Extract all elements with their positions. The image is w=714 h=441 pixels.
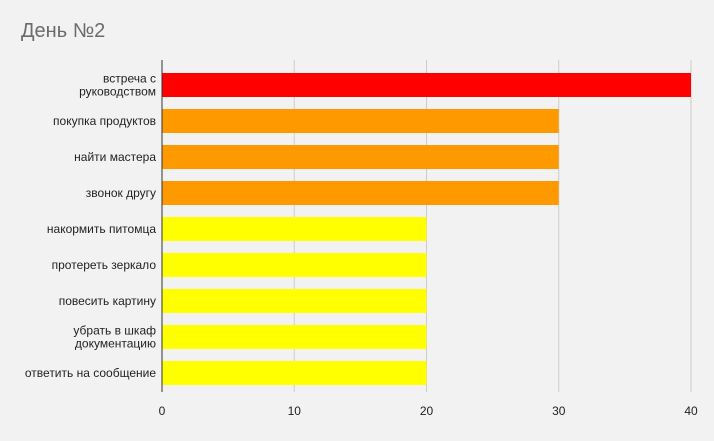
category-label-line: ответить на сообщение: [25, 366, 156, 380]
category-label: убрать в шкаф документацию: [73, 324, 156, 351]
category-label-line: протереть зеркало: [52, 258, 157, 272]
x-tick-label: 0: [159, 404, 166, 418]
bar: [162, 145, 559, 169]
category-label: звонок другу: [86, 186, 156, 200]
category-label-line: звонок другу: [86, 186, 156, 200]
category-label: найти мастера: [74, 150, 156, 164]
bar: [162, 73, 691, 97]
category-label: ответить на сообщение: [25, 366, 156, 380]
category-label: покупка продуктов: [53, 114, 156, 128]
bar: [162, 217, 427, 241]
category-label-line: встреча с: [103, 72, 156, 86]
bar: [162, 361, 427, 385]
bar: [162, 289, 427, 313]
category-label-line: документацию: [75, 337, 156, 351]
category-label: накормить питомца: [47, 222, 156, 236]
chart-title: День №2: [21, 20, 106, 42]
category-label: протереть зеркало: [52, 258, 157, 272]
bar: [162, 109, 559, 133]
x-tick-label: 30: [552, 404, 566, 418]
category-label-line: найти мастера: [74, 150, 156, 164]
bar: [162, 325, 427, 349]
category-label-line: убрать в шкаф: [73, 324, 156, 338]
category-label: встреча с руководством: [79, 72, 156, 99]
category-label-line: руководством: [79, 85, 156, 99]
category-label-line: накормить питомца: [47, 222, 156, 236]
category-label-line: повесить картину: [59, 294, 156, 308]
x-tick-label: 20: [420, 404, 434, 418]
bar: [162, 181, 559, 205]
bar: [162, 253, 427, 277]
category-label: повесить картину: [59, 294, 156, 308]
category-label-line: покупка продуктов: [53, 114, 156, 128]
x-tick-label: 40: [684, 404, 698, 418]
x-tick-label: 10: [288, 404, 302, 418]
